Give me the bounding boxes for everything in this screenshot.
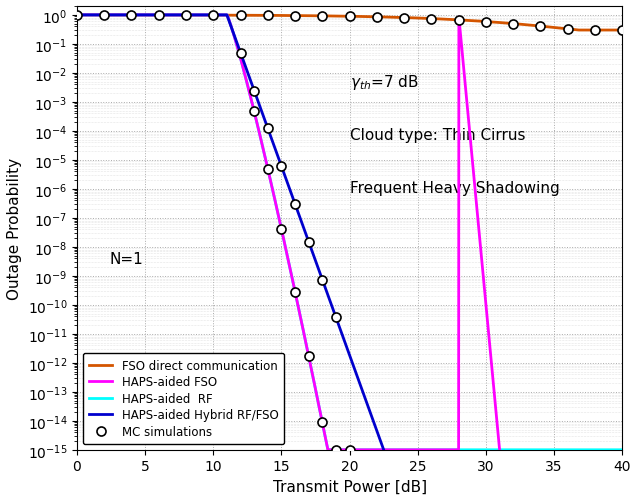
Legend: FSO direct communication, HAPS-aided FSO, HAPS-aided  RF, HAPS-aided Hybrid RF/F: FSO direct communication, HAPS-aided FSO… xyxy=(83,353,285,444)
Text: N=1: N=1 xyxy=(110,252,144,267)
Text: Cloud type: Thin Cirrus: Cloud type: Thin Cirrus xyxy=(350,128,525,143)
Text: Frequent Heavy Shadowing: Frequent Heavy Shadowing xyxy=(350,181,560,196)
X-axis label: Transmit Power [dB]: Transmit Power [dB] xyxy=(272,479,427,494)
Y-axis label: Outage Probability: Outage Probability xyxy=(7,158,22,300)
Text: $\gamma_{th}$=7 dB: $\gamma_{th}$=7 dB xyxy=(350,73,419,92)
